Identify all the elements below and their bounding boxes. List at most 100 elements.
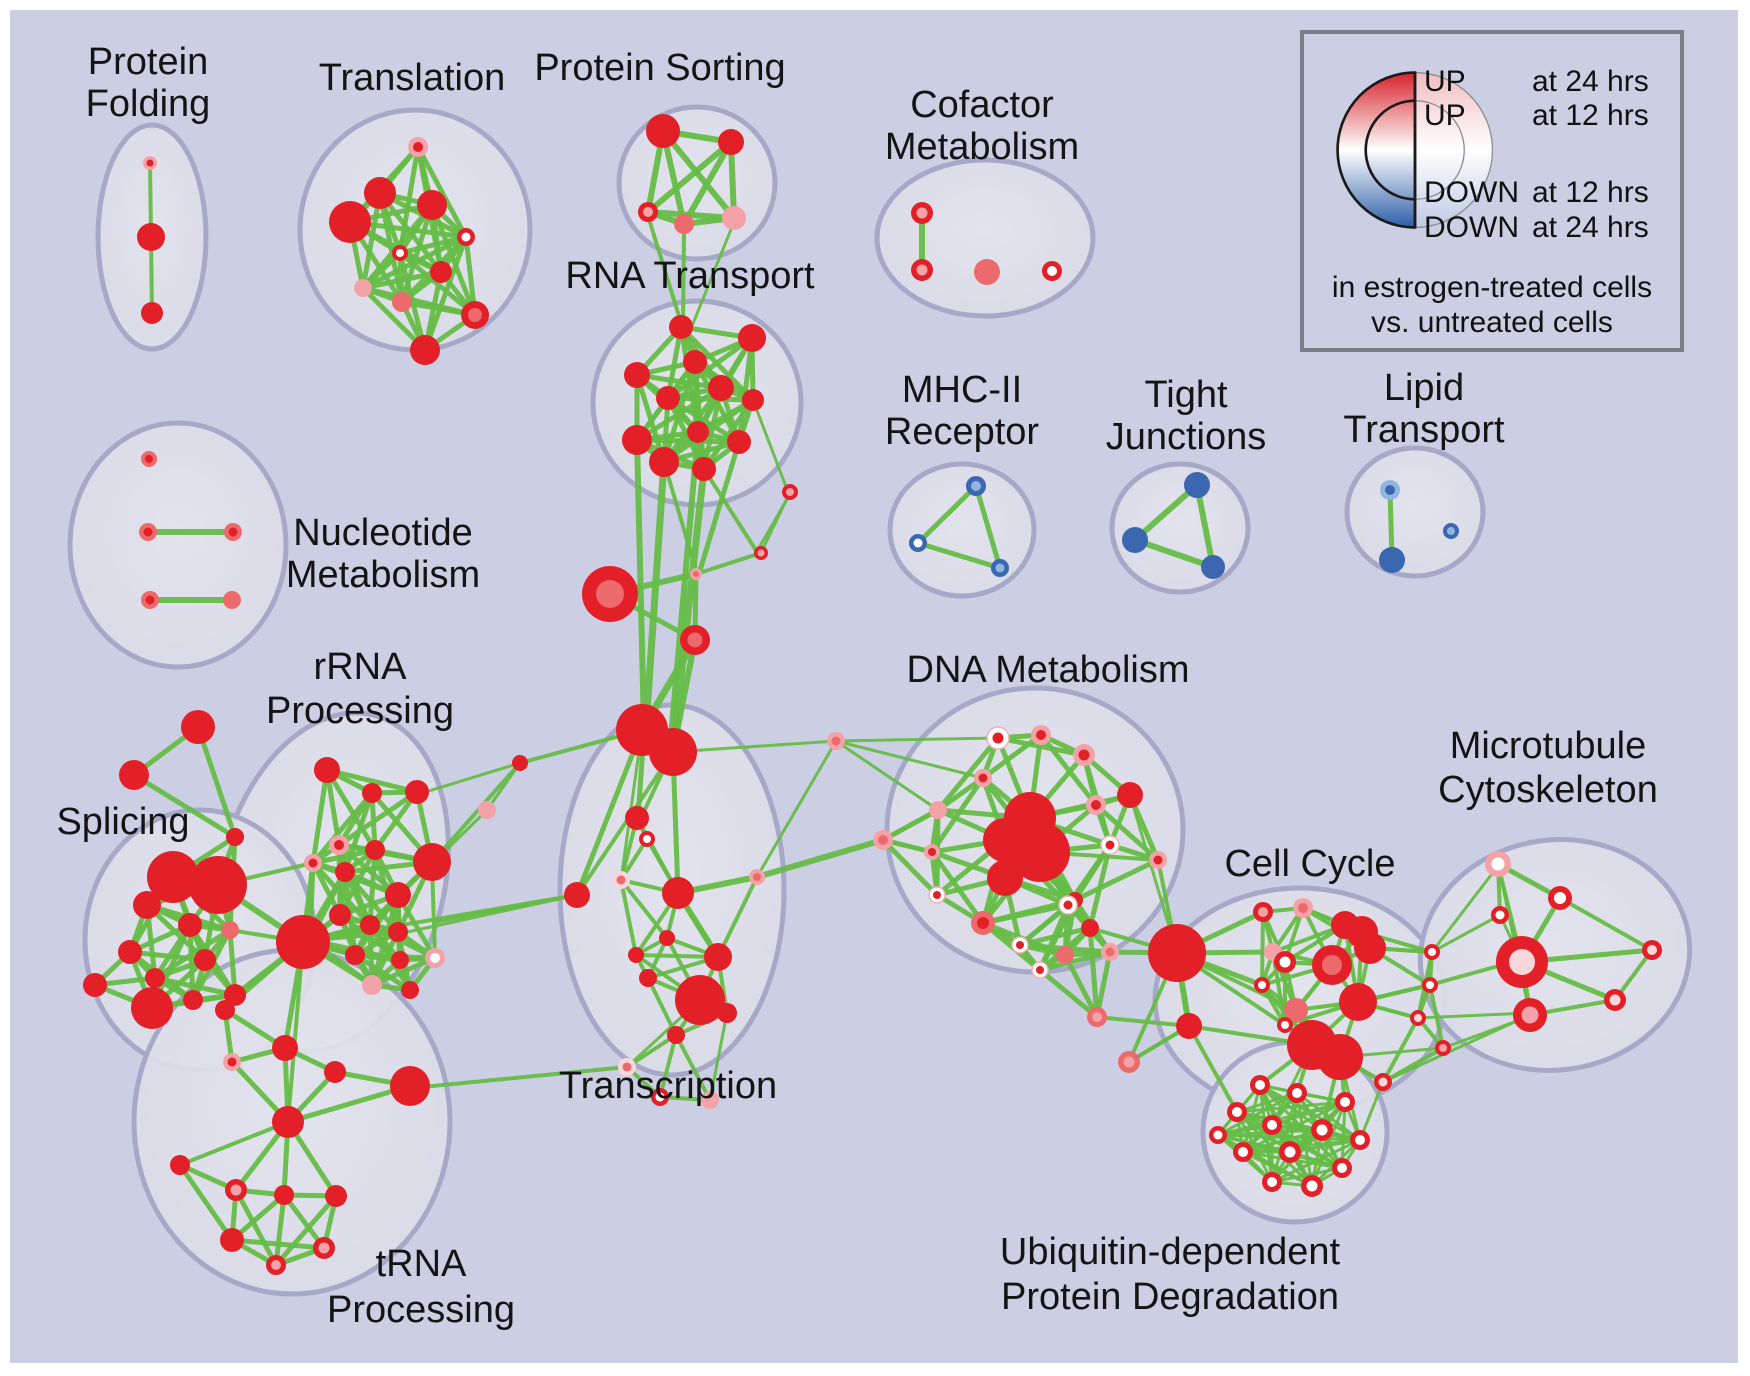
splicing-node-3 bbox=[147, 851, 199, 903]
edge bbox=[665, 324, 684, 401]
edge bbox=[662, 460, 700, 579]
cluster-rrna-processing-label: rRNA bbox=[314, 646, 408, 688]
transcription-node-12-center bbox=[655, 1092, 665, 1102]
splicing-node-0 bbox=[181, 710, 215, 744]
cluster-lipid-transport-label: Lipid bbox=[1384, 367, 1464, 409]
rna-transport-node-7 bbox=[622, 425, 652, 455]
cell-cycle-node-17-center bbox=[1426, 981, 1434, 989]
edge bbox=[674, 1033, 712, 1102]
splicing-node-11 bbox=[145, 968, 165, 988]
translation-node-3 bbox=[417, 190, 447, 220]
cell-cycle-node-20-center bbox=[1378, 1077, 1388, 1087]
dna-metabolism-node-0-center bbox=[992, 732, 1004, 744]
legend-time: at 12 hrs bbox=[1532, 176, 1649, 209]
edge bbox=[688, 220, 736, 333]
legend-time: at 24 hrs bbox=[1532, 65, 1649, 98]
edge bbox=[285, 1083, 413, 1125]
cluster-microtubule-cytoskeleton-label: Microtubule bbox=[1450, 725, 1646, 767]
edge bbox=[1241, 1128, 1324, 1154]
legend-direction: DOWN bbox=[1424, 211, 1519, 244]
edge bbox=[708, 1011, 729, 1102]
edge bbox=[1037, 902, 1071, 973]
splicing-node-13 bbox=[183, 990, 203, 1010]
microtubule-cytoskeleton-node-1-center bbox=[1554, 892, 1566, 904]
legend-left-half bbox=[1336, 71, 1417, 229]
microtubule-cytoskeleton-node-4-center bbox=[1521, 1006, 1539, 1024]
rrna-processing-node-7 bbox=[413, 843, 451, 881]
tight-junctions-node-1 bbox=[1122, 527, 1148, 553]
splicing-node-4 bbox=[189, 856, 247, 914]
edge bbox=[273, 1192, 287, 1268]
cofactor-metabolism-node-0-center bbox=[916, 207, 928, 219]
edge bbox=[1095, 1015, 1191, 1028]
legend: UP at 24 hrs UP at 12 hrs DOWN at 12 hrs… bbox=[1300, 30, 1684, 352]
dna-metabolism-node-5 bbox=[929, 801, 947, 819]
rrna-processing-node-18 bbox=[276, 915, 330, 969]
cluster-translation-label: Translation bbox=[319, 57, 506, 99]
edge bbox=[1558, 896, 1654, 952]
trna-processing-node-3 bbox=[324, 1061, 346, 1083]
edge bbox=[575, 750, 675, 897]
mhc-ii-receptor-node-2-center bbox=[995, 563, 1005, 573]
dna-metabolism-node-10-center bbox=[878, 835, 888, 845]
edge bbox=[131, 772, 238, 840]
edge bbox=[301, 893, 579, 944]
ubiquitin-degradation-node-8-center bbox=[1284, 1146, 1296, 1158]
translation-node-0-center bbox=[413, 142, 423, 152]
microtubule-cytoskeleton-node-6-center bbox=[1647, 945, 1657, 955]
hub-node-3-center bbox=[596, 580, 624, 608]
edge bbox=[658, 1033, 678, 1099]
splicing-node-1 bbox=[119, 760, 149, 790]
translation-node-1 bbox=[364, 177, 396, 209]
ubiquitin-degradation-node-5-center bbox=[1316, 1124, 1328, 1136]
edge bbox=[619, 878, 638, 957]
protein-sorting-node-0 bbox=[646, 114, 680, 148]
edge bbox=[152, 927, 233, 981]
rrna-processing-node-10 bbox=[360, 915, 380, 935]
edge bbox=[310, 790, 375, 866]
edge bbox=[310, 767, 330, 866]
dna-metabolism-node-6-center bbox=[1091, 800, 1101, 810]
translation-node-5-center bbox=[396, 249, 404, 257]
rrna-processing-node-9 bbox=[329, 904, 351, 926]
edge bbox=[152, 975, 238, 998]
microtubule-cytoskeleton-node-0-center bbox=[1491, 857, 1505, 871]
edge bbox=[642, 458, 668, 731]
edge bbox=[834, 739, 985, 780]
edge bbox=[834, 736, 1000, 743]
edge bbox=[1235, 1110, 1274, 1184]
cell-cycle-node-15 bbox=[1339, 983, 1377, 1021]
hub-node-11-center bbox=[831, 736, 841, 746]
splicing-node-9 bbox=[83, 973, 107, 997]
hub-node-6 bbox=[649, 728, 697, 776]
transcription-node-6 bbox=[704, 943, 732, 971]
edge bbox=[415, 144, 469, 240]
trna-processing-node-11-center bbox=[318, 1242, 330, 1254]
rrna-processing-node-3-center bbox=[334, 840, 344, 850]
edge bbox=[1416, 1011, 1530, 1020]
edge bbox=[1216, 1133, 1362, 1142]
protein-sorting-node-1 bbox=[718, 129, 744, 155]
dna-metabolism-node-3-center bbox=[978, 773, 988, 783]
lipid-transport-node-1 bbox=[1379, 547, 1405, 573]
cluster-cell-cycle-label: Cell Cycle bbox=[1224, 843, 1395, 885]
edge bbox=[324, 767, 420, 795]
edge bbox=[360, 190, 383, 291]
splicing-node-7 bbox=[221, 921, 239, 939]
edge bbox=[702, 467, 761, 557]
rrna-processing-node-5 bbox=[335, 862, 355, 882]
ubiquitin-degradation-node-12-center bbox=[1213, 1130, 1223, 1140]
edge bbox=[619, 878, 669, 940]
hub-node-9 bbox=[478, 801, 496, 819]
edge bbox=[195, 724, 238, 840]
legend-direction: UP bbox=[1424, 65, 1466, 98]
legend-row-up-24: UP at 24 hrs bbox=[1424, 64, 1674, 100]
tight-junctions-node-2 bbox=[1201, 555, 1225, 579]
rna-transport-node-6 bbox=[742, 389, 764, 411]
dna-metabolism-node-14 bbox=[987, 860, 1023, 896]
cluster-tight-junctions-label: Junctions bbox=[1106, 416, 1267, 458]
trna-processing-node-1 bbox=[272, 1035, 298, 1061]
edge bbox=[369, 955, 438, 988]
edge bbox=[310, 847, 378, 866]
